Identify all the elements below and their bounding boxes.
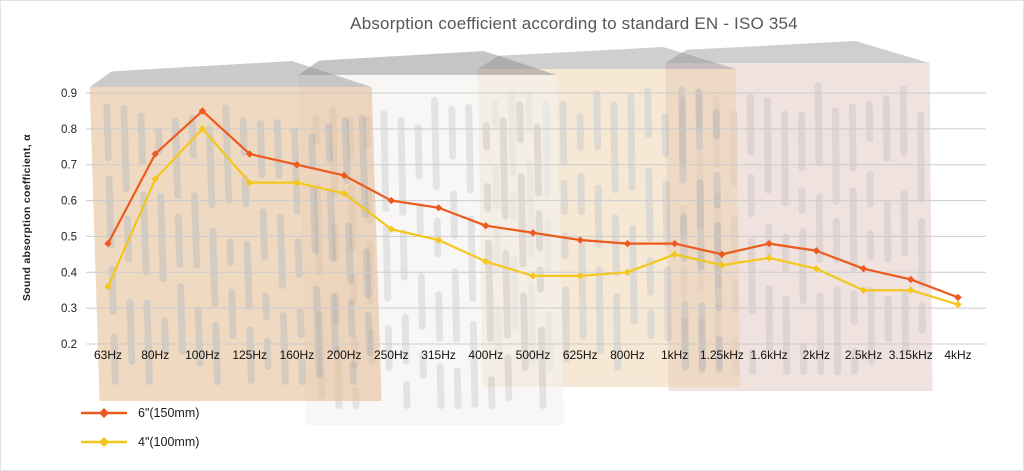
data-point-marker [576,236,584,244]
data-point-marker [670,239,679,248]
data-point-marker [765,239,773,248]
legend-item-100mm: 4"(100mm) [79,427,199,456]
data-point-marker [670,250,679,259]
x-tick-label: 1.6kHz [750,348,787,362]
legend-line-icon [81,436,127,447]
data-point-marker [623,268,632,276]
chart-legend: 6"(150mm) 4"(100mm) [79,398,199,456]
y-tick-label: 0.6 [61,196,77,208]
data-point-marker [859,286,868,294]
x-tick-label: 1kHz [661,348,688,362]
data-point-marker [718,261,726,269]
x-tick-label: 400Hz [468,348,503,362]
x-tick-label: 250Hz [374,348,409,362]
y-tick-label: 0.3 [61,303,77,315]
y-axis-label: Sound absorption coefficient, α [21,134,33,302]
x-tick-label: 80Hz [141,348,169,362]
data-point-marker [340,171,348,180]
y-tick-label: 0.9 [61,88,77,100]
data-point-marker [954,293,962,302]
data-point-marker [765,254,773,262]
data-point-marker [198,107,207,115]
data-point-marker [482,257,490,266]
data-point-marker [954,300,962,309]
acoustic-wood-panel-1 [89,61,382,401]
y-tick-label: 0.2 [61,339,77,351]
y-tick-label: 0.5 [61,231,77,243]
data-point-marker [482,221,490,230]
data-point-marker [576,272,584,280]
x-tick-label: 160Hz [280,348,315,362]
x-tick-label: 3.15kHz [889,348,933,362]
data-point-marker [104,239,112,248]
legend-item-150mm: 6"(150mm) [79,398,199,427]
x-tick-label: 800Hz [610,348,645,362]
x-tick-label: 63Hz [94,348,122,362]
data-point-marker [812,265,821,273]
x-tick-label: 4kHz [944,348,971,362]
y-tick-label: 0.8 [61,124,77,136]
legend-label: 6"(150mm) [138,405,200,420]
x-tick-label: 1.25kHz [700,348,744,362]
y-tick-label: 0.4 [61,267,78,279]
data-point-marker [907,286,915,294]
legend-line-icon [81,407,127,418]
x-tick-label: 2.5kHz [845,348,882,362]
data-point-marker [151,175,159,183]
data-point-marker [718,250,726,259]
data-point-marker [104,282,112,291]
legend-label: 4"(100mm) [138,434,200,449]
x-tick-label: 315Hz [421,348,456,362]
data-point-marker [623,239,632,248]
x-tick-label: 200Hz [327,348,362,362]
y-tick-label: 0.7 [61,160,77,172]
data-point-marker [859,265,868,273]
x-tick-label: 100Hz [185,348,220,362]
data-point-marker [198,125,207,133]
data-point-marker [907,275,915,284]
x-tick-label: 125Hz [232,348,267,362]
x-tick-label: 500Hz [516,348,551,362]
data-point-marker [529,272,537,280]
x-tick-label: 2kHz [803,348,830,362]
x-tick-label: 625Hz [563,348,598,362]
chart-title: Absorption coefficient according to stan… [350,14,798,33]
